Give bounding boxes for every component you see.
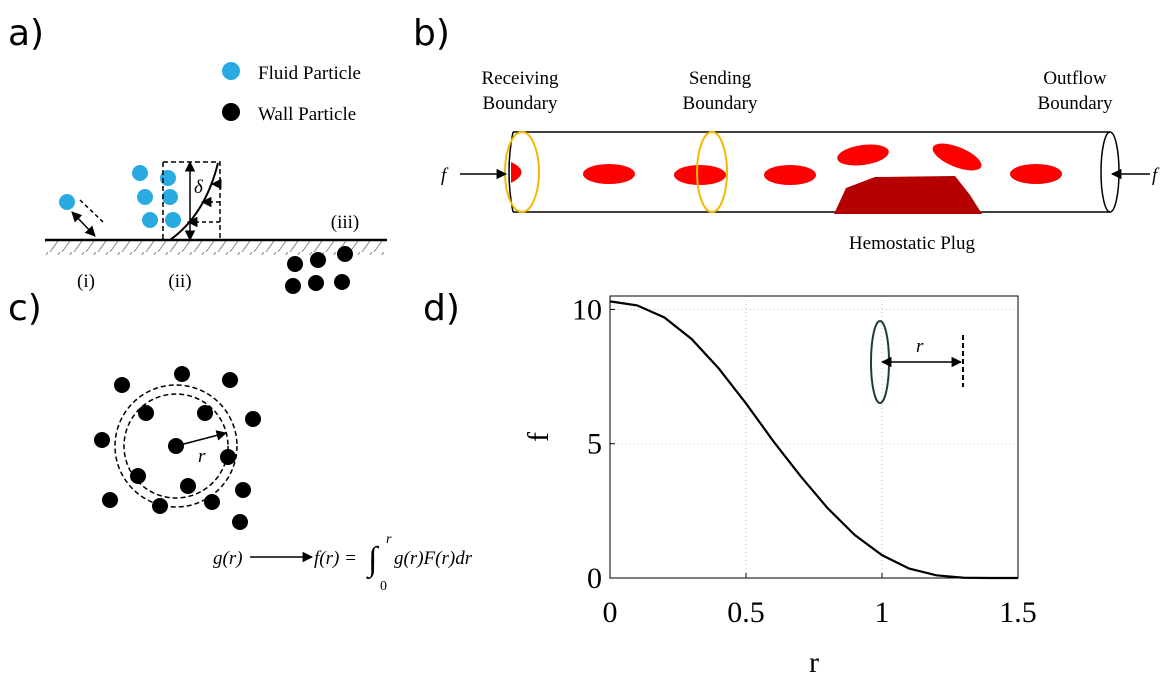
panel-label: a) xyxy=(8,13,44,54)
fluid-particle xyxy=(59,194,75,210)
radius-label: r xyxy=(198,446,206,467)
line xyxy=(609,300,1018,580)
panel-label: b) xyxy=(413,13,450,54)
panel-label: d) xyxy=(423,288,460,329)
case-label: (i) xyxy=(77,271,95,292)
boundary-label: Boundary xyxy=(483,93,558,114)
inset-label: r xyxy=(916,336,924,357)
plug xyxy=(834,176,982,214)
shell xyxy=(114,384,238,508)
inset xyxy=(870,320,964,404)
arrow xyxy=(175,430,228,447)
legend-label: Fluid Particle xyxy=(258,63,361,84)
fluid-group xyxy=(132,165,181,228)
case-label: (iii) xyxy=(331,212,360,233)
force-label: f xyxy=(441,165,449,186)
formula: 0 xyxy=(380,579,387,594)
x-axis-label: r xyxy=(809,646,819,679)
particles xyxy=(94,366,261,530)
panel-b xyxy=(460,131,1150,214)
y-axis-label: f xyxy=(522,432,555,442)
x-tick-label: 1.5 xyxy=(999,596,1037,629)
boundary-label: Boundary xyxy=(1038,93,1113,114)
x-tick-label: 0 xyxy=(603,596,618,629)
arrow xyxy=(71,211,96,237)
panel-a xyxy=(45,62,387,294)
x-tick-label: 0.5 xyxy=(727,596,765,629)
outflow-end xyxy=(1100,131,1120,213)
formula: g(r) xyxy=(213,548,243,569)
axes-box xyxy=(609,295,1019,579)
arrow xyxy=(79,199,104,223)
boundary-label: Sending xyxy=(689,68,752,89)
formula: f(r) = xyxy=(314,548,357,569)
y-tick-label: 0 xyxy=(587,562,602,595)
plug-label: Hemostatic Plug xyxy=(849,233,976,254)
boundary-layer xyxy=(162,160,222,242)
boundary-label: Outflow xyxy=(1043,68,1107,89)
legend-fluid xyxy=(222,62,240,80)
y-tick-label: 10 xyxy=(572,293,602,326)
legend-wall xyxy=(222,103,240,121)
formula: ∫ xyxy=(366,541,380,580)
force-label: f xyxy=(1152,165,1160,186)
formula: g(r)F(r)dr xyxy=(394,548,473,569)
x-tick-label: 1 xyxy=(875,596,890,629)
panel-c xyxy=(94,366,314,563)
legend-label: Wall Particle xyxy=(258,104,356,125)
wall-group xyxy=(285,246,353,294)
boundary-label: Boundary xyxy=(683,93,758,114)
delta: δ xyxy=(194,177,204,198)
sending-boundary xyxy=(696,131,728,213)
case-label: (ii) xyxy=(168,271,191,292)
receiving-boundary xyxy=(504,131,540,213)
hatch xyxy=(45,241,385,255)
cells xyxy=(511,143,1062,185)
plot-area xyxy=(610,296,1018,578)
panel-label: c) xyxy=(8,288,42,329)
shell xyxy=(123,393,229,499)
boundary-label: Receiving xyxy=(481,68,559,89)
formula: r xyxy=(386,532,392,547)
y-tick-label: 5 xyxy=(587,428,602,461)
